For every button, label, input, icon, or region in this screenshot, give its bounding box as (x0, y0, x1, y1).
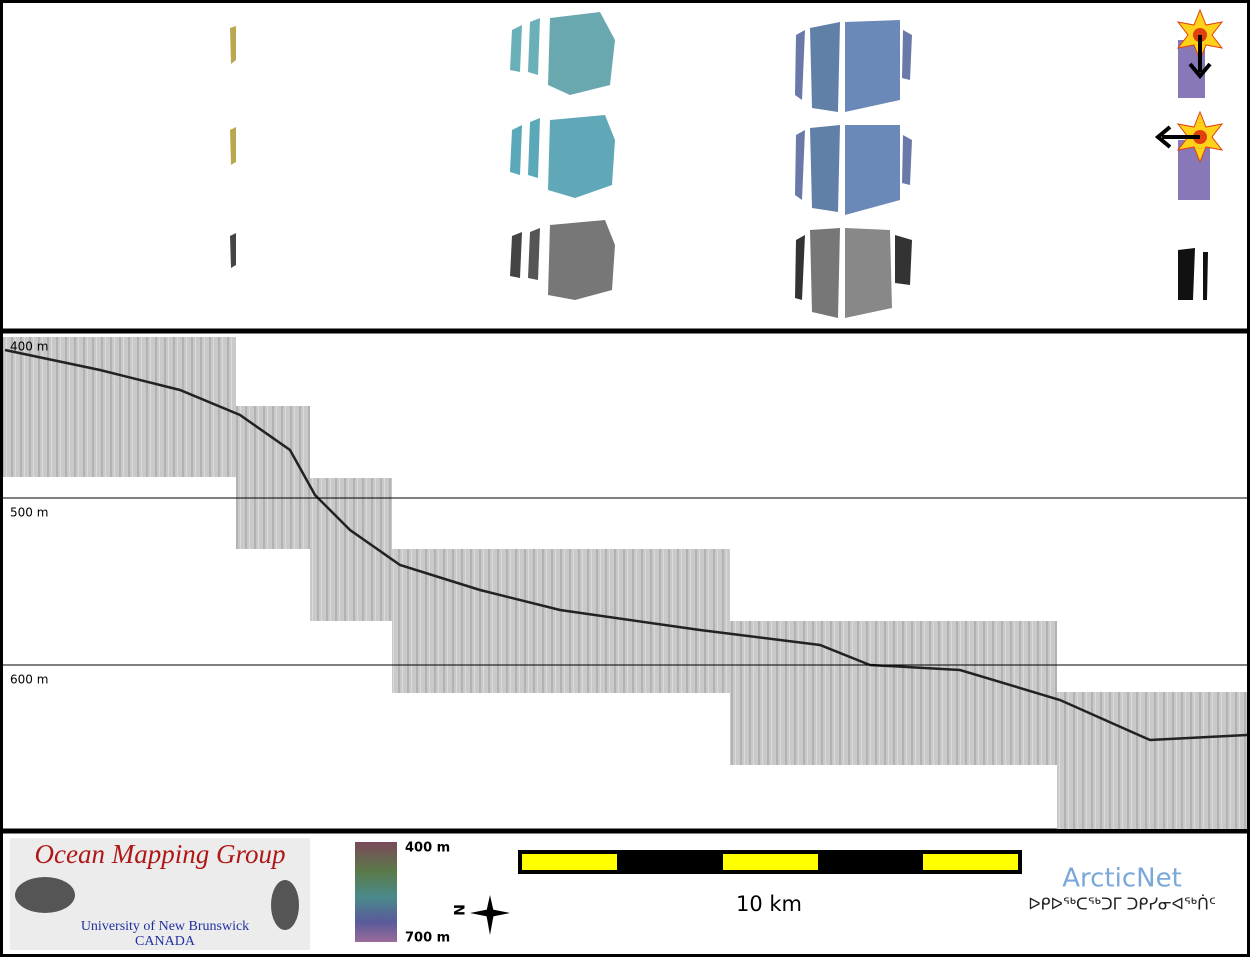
colorbar-label: 700 m (405, 931, 450, 946)
logo-shape (15, 877, 75, 913)
partner-syllabics: ᐅᑭᐅᖅᑕᖅᑐᒥ ᑐᑭᓯᓂᐊᖅᑏᑦ (1028, 895, 1216, 914)
depth-label: 400 m (10, 340, 48, 354)
legend-panel: Ocean Mapping Group University of New Br… (10, 838, 1216, 950)
scale-label: 10 km (736, 892, 802, 916)
logo-country: CANADA (135, 934, 196, 949)
colorbar (355, 842, 397, 942)
source-icon (1176, 8, 1224, 80)
depth-label: 600 m (10, 673, 48, 687)
swath-row (230, 220, 1208, 318)
profile-block (236, 406, 310, 549)
profile-block (392, 549, 730, 693)
scale-bar (518, 850, 1022, 874)
logo-shape (271, 880, 299, 930)
profile-block (1057, 692, 1247, 829)
seafloor-profile (4, 348, 1248, 742)
logo-university: University of New Brunswick (81, 919, 249, 934)
swath-panel (230, 8, 1224, 318)
compass: N (450, 895, 510, 935)
profile-block (3, 337, 236, 477)
depth-label: 500 m (10, 506, 48, 520)
compass-label: N (450, 904, 466, 916)
swath-row (230, 115, 1210, 215)
profile-panel: 400 m 500 m 600 m (3, 337, 1248, 829)
partner-name: ArcticNet (1062, 864, 1182, 894)
swath-row (230, 12, 1205, 112)
profile-block (730, 621, 1057, 765)
colorbar-label: 400 m (405, 841, 450, 856)
source-icon (1154, 110, 1224, 164)
logo-title: Ocean Mapping Group (35, 839, 286, 869)
